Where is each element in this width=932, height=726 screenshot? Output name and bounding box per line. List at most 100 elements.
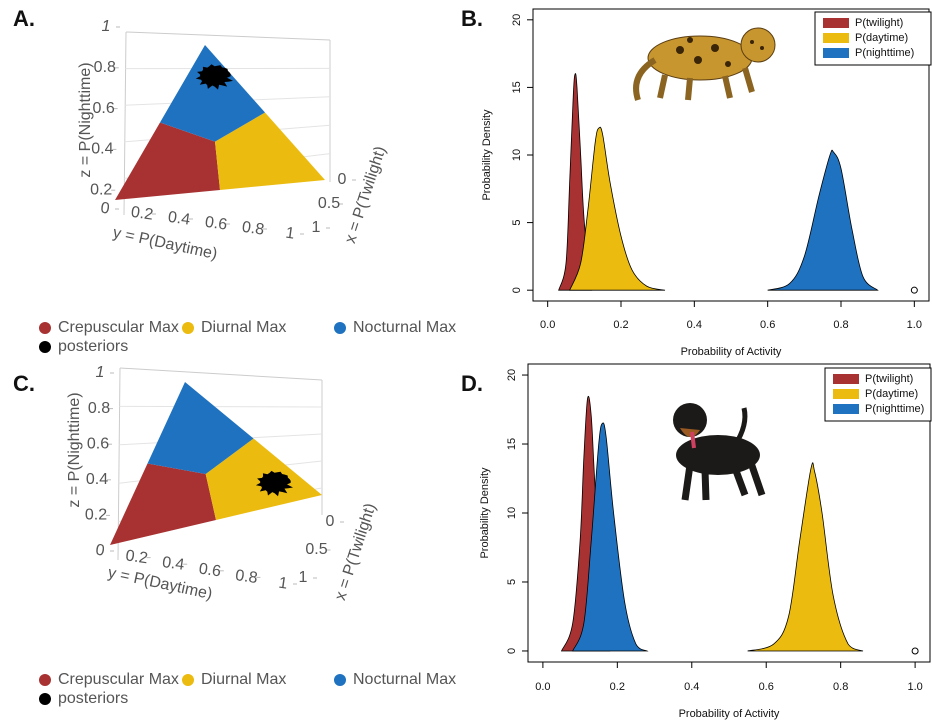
posterior-cloud	[255, 470, 293, 497]
y-tick-label: 20	[511, 14, 523, 26]
legend-label: Nocturnal Max	[353, 319, 456, 336]
legend-marker	[334, 322, 346, 334]
region	[160, 45, 265, 142]
tick-label: 0.8	[94, 59, 116, 76]
legend-label: P(nighttime)	[865, 403, 924, 415]
legend-label: posteriors	[58, 690, 128, 707]
x-tick-label: 1.0	[907, 319, 922, 331]
legend-label: P(daytime)	[865, 388, 918, 400]
x-tick-label: 0.8	[833, 319, 848, 331]
tick-label: 0.2	[90, 181, 112, 198]
y-tick-label: 0	[511, 287, 523, 293]
legend-marker	[39, 341, 51, 353]
y-tick-label: 5	[511, 220, 523, 226]
legend-label: Nocturnal Max	[353, 671, 456, 688]
tick-label: 0.4	[167, 209, 191, 229]
tick-label: 0.6	[92, 100, 114, 117]
y-tick-label: 10	[511, 149, 523, 161]
x-tick-label: 0.4	[687, 319, 702, 331]
legend-label: Crepuscular Max	[58, 671, 179, 688]
panel-letter: D.	[461, 371, 483, 396]
panel: 0.0 0.2 0.4 0.6 0.8 1.0 0 5 10 15 20 Probability of…	[461, 6, 932, 358]
legend-label: P(daytime)	[855, 32, 908, 44]
tick-label: 0.2	[124, 547, 148, 567]
x-tick-label: 0.0	[535, 681, 550, 693]
legend-label: Crepuscular Max	[58, 319, 179, 336]
legend-label: Diurnal Max	[201, 671, 286, 688]
tick-label: 0.5	[305, 541, 327, 558]
legend-marker	[182, 322, 194, 334]
legend-label: P(twilight)	[865, 373, 913, 385]
tick-label: 1	[299, 569, 308, 586]
axis-title: z = P(Nighttime)	[66, 392, 83, 507]
tick-label: 0.5	[318, 195, 340, 212]
x-tick-label: 0.4	[684, 681, 699, 693]
tick-label: 0.2	[85, 507, 107, 524]
axis-title: y = P(Daytime)	[111, 224, 218, 263]
legend-patch	[823, 48, 849, 58]
tick-label: 0.4	[86, 471, 108, 488]
y-tick-label: 10	[506, 507, 518, 519]
x-tick-label: 0.2	[613, 319, 628, 331]
density-area	[747, 462, 864, 652]
panel-letter: A.	[13, 6, 35, 31]
legend-label: P(twilight)	[855, 17, 903, 29]
density-area	[767, 149, 879, 291]
legend-patch	[833, 374, 859, 384]
tick-label: 0.8	[88, 400, 110, 417]
x-tick-label: 0.0	[540, 319, 555, 331]
tick-label: 0	[338, 171, 347, 188]
density-area	[569, 126, 666, 291]
y-tick-label: 0	[506, 648, 518, 654]
axis-title: x = P(Twilight)	[332, 501, 379, 602]
region	[115, 122, 220, 200]
legend-patch	[833, 389, 859, 399]
tick-label: 0.6	[87, 435, 109, 452]
panel: 0.2 0.4 0.6 0.8 1 0 0.2 0.4 0.6 0.8 1 0 0.5 1 z = P(Ni…	[13, 364, 456, 707]
axis-title: z = P(Nighttime)	[77, 62, 94, 177]
legend-marker	[39, 693, 51, 705]
region	[215, 112, 325, 190]
x-tick-label: 0.2	[610, 681, 625, 693]
legend-marker	[39, 322, 51, 334]
marker	[911, 647, 919, 655]
panel-letter: B.	[461, 6, 483, 31]
tick-label: 0.6	[198, 561, 222, 581]
tick-label: 0.8	[241, 219, 265, 239]
region	[110, 463, 216, 545]
marker	[910, 286, 918, 294]
tick-label: 1	[102, 18, 111, 35]
y-axis-title: Probability Density	[479, 467, 491, 559]
tick-label: 0.4	[161, 554, 185, 574]
density-area	[558, 73, 593, 291]
x-axis-title: Probability of Activity	[679, 708, 780, 720]
panel: 0.0 0.2 0.4 0.6 0.8 1.0 0 5 10 15 20 Probability of…	[461, 363, 932, 720]
legend-marker	[182, 674, 194, 686]
dog-illustration	[673, 403, 766, 501]
box-grid	[119, 405, 323, 408]
y-tick-label: 20	[506, 369, 518, 381]
panel-letter: C.	[13, 371, 35, 396]
legend-label: posteriors	[58, 338, 128, 355]
legend-patch	[833, 404, 859, 414]
cat-illustration	[633, 27, 776, 101]
legend-marker	[334, 674, 346, 686]
density-area	[572, 422, 649, 652]
tick-label: 0	[326, 513, 335, 530]
tick-label: 1	[277, 575, 288, 593]
y-tick-label: 15	[506, 438, 518, 450]
legend-label: Diurnal Max	[201, 319, 286, 336]
tick-label: 1	[284, 225, 295, 243]
x-tick-label: 0.6	[760, 319, 775, 331]
tick-label: 0.6	[204, 214, 228, 234]
tick-label: 0.2	[130, 204, 154, 224]
region	[147, 382, 254, 474]
y-axis-title: Probability Density	[481, 109, 493, 201]
tick-label: 0	[94, 542, 105, 560]
legend-patch	[823, 18, 849, 28]
tick-label: 0	[99, 200, 110, 218]
panel: 0.2 0.4 0.6 0.8 1 0 0.2 0.4 0.6 0.8 1 0 0.5 1 z = P(Ni…	[13, 6, 456, 355]
box-edge	[125, 31, 331, 41]
posterior-cloud	[195, 64, 233, 90]
